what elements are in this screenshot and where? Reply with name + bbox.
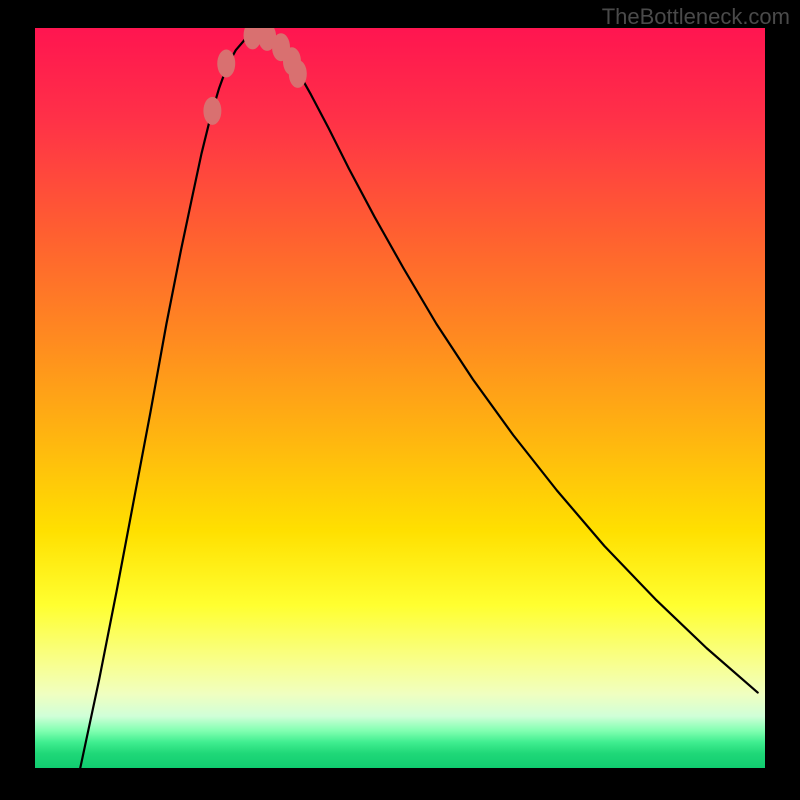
chart-marker bbox=[217, 50, 235, 78]
chart-marker bbox=[203, 97, 221, 125]
chart-markers bbox=[35, 28, 765, 768]
watermark-text: TheBottleneck.com bbox=[602, 4, 790, 30]
chart-plot-area bbox=[35, 28, 765, 768]
chart-marker bbox=[289, 60, 307, 88]
